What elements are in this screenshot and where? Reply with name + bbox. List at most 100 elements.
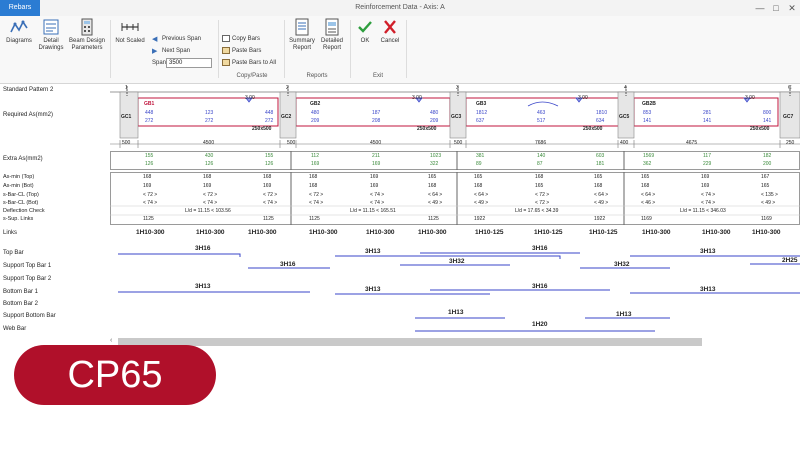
maximize-button[interactable]: □ [773,3,779,13]
links-value[interactable]: 1H10-125 [589,229,618,236]
as-min-bot-cell: 169 [203,183,212,189]
cancel-button[interactable]: Cancel [378,18,402,45]
previous-span-button[interactable]: ◀ Previous Span [152,35,202,43]
sbar-top-cell: < 72 > [309,192,324,198]
links-value[interactable]: 1H10-300 [248,229,277,236]
links-value[interactable]: 1H10-300 [642,229,671,236]
web-bar-value[interactable]: 1H20 [532,321,548,328]
links-value[interactable]: 1H10-300 [136,229,165,236]
extra-as-top: 182 [763,153,772,159]
deflection-check-cell: L/d = 11.15 < 103.56 [185,208,231,214]
extra-as-top: 1023 [430,153,442,159]
not-scaled-button[interactable]: Not Scaled [114,18,146,45]
links-value[interactable]: 1H10-300 [309,229,338,236]
sup-links-label: s-Sup. Links [3,216,34,222]
as-min-top-cell: 165 [594,174,603,180]
sbar-top-cell: < 74 > [370,192,385,198]
scroll-left-arrow-icon[interactable]: ‹ [110,337,113,344]
dimension: 500 [122,140,131,146]
extra-as-top: 155 [145,153,154,159]
extra-as-top: 112 [311,153,319,159]
support-bottom-bar-value[interactable]: 1H13 [448,309,464,316]
required-as-bottom: 208 [372,118,381,124]
required-as-top: 853 [643,110,652,116]
load-mark: 3.00 [412,95,422,101]
dimension: 4675 [686,140,698,146]
support-top-bar-value[interactable]: 3H16 [280,261,296,268]
detail-drawings-icon [43,19,59,35]
support-top-bar-value[interactable]: 3H32 [449,258,465,265]
as-min-top-cell: 165 [474,174,483,180]
as-min-bot-label: As-min (Bot) [3,183,34,189]
paste-bars-to-all-button[interactable]: Paste Bars to All [222,58,276,68]
as-min-bot-cell: 169 [263,183,272,189]
detailed-report-button[interactable]: Detailed Report [318,18,346,52]
ribbon-separator [284,20,285,78]
links-value[interactable]: 1H10-300 [196,229,225,236]
as-min-top-cell: 165 [428,174,437,180]
deflection-check-cell: L/d = 11.15 < 346.03 [680,208,726,214]
as-min-top-cell: 165 [641,174,650,180]
rebar-layout-drawing [118,252,800,332]
support-bottom-bar-value[interactable]: 1H13 [616,311,632,318]
as-min-top-cell: 167 [761,174,770,180]
section-label: 250x500 [583,126,603,132]
ok-button[interactable]: OK [354,18,376,45]
bottom-bar-2-label: Bottom Bar 2 [3,301,39,307]
close-window-button[interactable]: ✕ [788,3,796,13]
span-input[interactable]: 3500 [166,58,212,68]
links-value[interactable]: 1H10-300 [366,229,395,236]
bottom-bar-value[interactable]: 3H13 [195,283,211,290]
required-as-top: 187 [372,110,381,116]
bottom-bar-value[interactable]: 3H13 [365,286,381,293]
sbar-bot-label: s-Bar-CL (Bot) [3,200,39,206]
links-value[interactable]: 1H10-125 [475,229,504,236]
section-label: 250x500 [252,126,272,132]
support-top-bar-value[interactable]: 3H32 [614,261,630,268]
detail-drawings-button[interactable]: Detail Drawings [36,18,66,52]
ribbon-separator [218,20,219,78]
links-value[interactable]: 1H10-300 [418,229,447,236]
sbar-bot-cell: < 46 > [641,200,656,206]
next-span-button[interactable]: ▶ Next Span [152,47,191,55]
top-bar-label-value[interactable]: 3H16 [195,245,211,252]
extra-as-top: 1569 [643,153,655,159]
diagrams-button[interactable]: Diagrams [4,18,34,45]
bottom-bar-value[interactable]: 3H16 [532,283,548,290]
copy-bars-button[interactable]: Copy Bars [222,34,260,44]
column-name: GC5 [619,114,630,120]
sbar-bot-cell: < 74 > [309,200,324,206]
summary-report-button[interactable]: Summary Report [288,18,316,52]
sup-links-cell: 1125 [143,216,154,222]
required-as-top: 463 [537,110,546,116]
minimize-button[interactable]: — [755,3,765,13]
as-min-bot-cell: 165 [761,183,770,189]
beam-design-parameters-button[interactable]: Beam Design Parameters [68,18,106,52]
links-value[interactable]: 1H10-300 [702,229,731,236]
web-bar-label: Web Bar [3,326,27,332]
bottom-bar-value[interactable]: 3H13 [700,286,716,293]
top-bar-label-value[interactable]: 3H13 [365,248,381,255]
sbar-top-cell: < 64 > [594,192,609,198]
required-as-top: 281 [703,110,712,116]
as-min-top-cell: 168 [535,174,544,180]
links-value[interactable]: 1H10-125 [534,229,563,236]
top-bar-label-value[interactable]: 3H13 [700,248,716,255]
top-bar-label-value[interactable]: 3H16 [532,245,548,252]
sbar-top-cell: < 74 > [701,192,716,198]
support-top-bar-value[interactable]: 2H25 [782,257,798,264]
paste-bars-button[interactable]: Paste Bars [222,46,261,56]
column-gc1[interactable] [119,91,139,139]
links-value[interactable]: 1H10-300 [752,229,781,236]
sup-links-cell: 1125 [263,216,274,222]
required-as-bottom: 517 [537,118,546,124]
extra-as-top: 140 [537,153,546,159]
tab-rebars[interactable]: Rebars [0,0,40,16]
as-min-top-cell: 168 [263,174,272,180]
paste-all-icon [222,58,230,66]
sbar-bot-cell: < 74 > [370,200,385,206]
as-min-top-cell: 168 [309,174,318,180]
as-min-bot-cell: 168 [641,183,650,189]
sup-links-cell: 1169 [761,216,772,222]
horizontal-scrollbar[interactable] [118,338,702,346]
